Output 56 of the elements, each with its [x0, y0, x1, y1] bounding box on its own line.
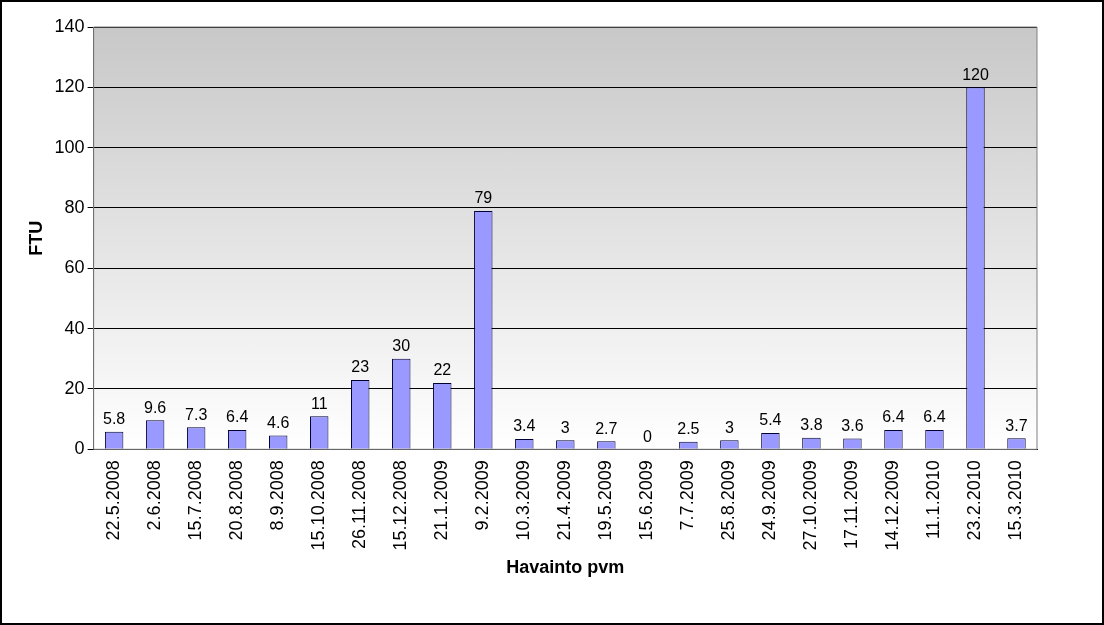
data-label: 22	[433, 361, 452, 379]
data-label: 23	[351, 358, 370, 376]
data-label: 6.4	[882, 408, 905, 426]
data-label: 3.4	[513, 417, 536, 435]
y-tick-label: 120	[54, 76, 85, 97]
y-tick-label: 60	[64, 257, 85, 278]
x-tick-label: 20.8.2008	[226, 460, 247, 541]
x-tick-label: 22.5.2008	[103, 460, 124, 541]
x-tick-label: 15.10.2008	[308, 460, 329, 551]
y-axis-title: FTU	[25, 220, 46, 256]
data-label: 7.3	[185, 405, 208, 423]
x-tick-label: 21.1.2009	[431, 460, 452, 541]
x-tick-label: 14.12.2009	[882, 460, 903, 551]
y-tick-label: 140	[54, 15, 85, 36]
data-label: 79	[474, 189, 493, 207]
x-tick-label: 8.9.2008	[267, 460, 288, 531]
x-tick-label: 9.2.2009	[472, 460, 493, 531]
data-label: 2.5	[677, 420, 700, 438]
data-label: 6.4	[226, 408, 249, 426]
x-tick-label: 25.8.2009	[718, 460, 739, 541]
x-tick-label: 23.2.2010	[964, 460, 985, 541]
y-tick-label: 20	[64, 377, 85, 398]
data-label: 2.7	[595, 419, 618, 437]
data-label: 120	[962, 65, 989, 83]
data-label: 9.6	[144, 398, 167, 416]
data-label: 6.4	[923, 408, 946, 426]
x-tick-label: 15.12.2008	[390, 460, 411, 551]
x-tick-label: 19.5.2009	[595, 460, 616, 541]
x-tick-label: 15.6.2009	[636, 460, 657, 541]
data-label: 3	[560, 418, 570, 436]
y-tick-label: 100	[54, 136, 85, 157]
y-tick-label: 40	[64, 317, 85, 338]
data-label: 3.8	[800, 416, 823, 434]
x-tick-label: 15.3.2010	[1005, 460, 1026, 541]
data-label: 5.4	[759, 411, 782, 429]
x-tick-label: 15.7.2008	[185, 460, 206, 541]
x-tick-label: 27.10.2009	[800, 460, 821, 551]
y-tick-label: 80	[64, 196, 85, 217]
data-label: 3.7	[1005, 416, 1028, 434]
x-tick-label: 2.6.2008	[144, 460, 165, 531]
data-label: 5.8	[103, 410, 126, 428]
x-tick-label: 7.7.2009	[677, 460, 698, 531]
data-label: 3	[724, 418, 734, 436]
x-tick-label: 21.4.2009	[554, 460, 575, 541]
data-label: 11	[310, 394, 328, 412]
x-tick-label: 26.11.2008	[349, 460, 370, 550]
x-axis-title: Havainto pvm	[506, 557, 625, 578]
x-tick-label: 24.9.2009	[759, 460, 780, 541]
data-label: 0	[642, 427, 652, 445]
y-tick-label: 0	[74, 438, 85, 459]
data-label: 30	[392, 337, 411, 355]
x-tick-label: 11.1.2010	[923, 460, 944, 540]
x-tick-label: 17.11.2009	[841, 460, 862, 550]
data-label: 4.6	[267, 413, 290, 431]
x-tick-label: 10.3.2009	[513, 460, 534, 541]
data-label: 3.6	[841, 416, 864, 434]
